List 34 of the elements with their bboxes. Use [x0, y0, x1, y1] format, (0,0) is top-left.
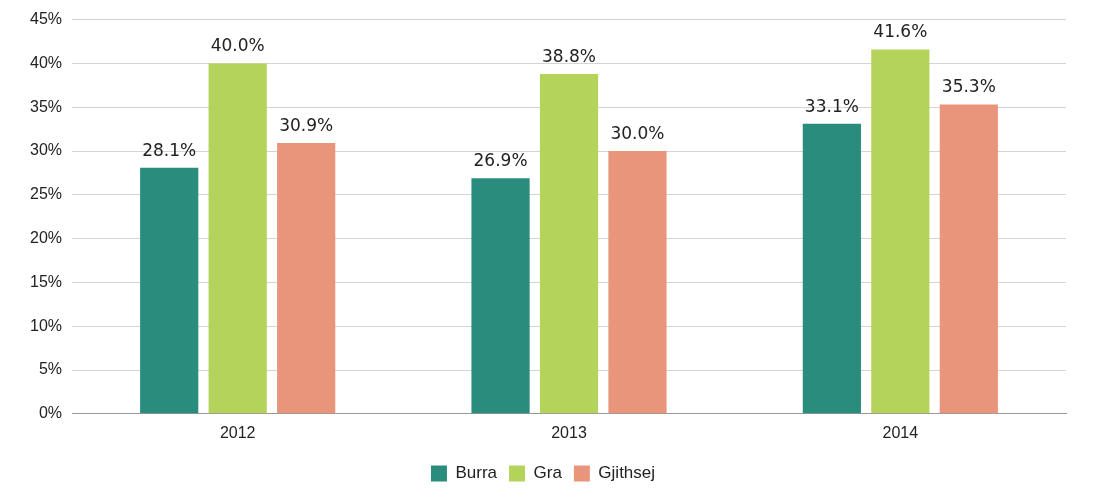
x-tick-label: 2013 — [551, 423, 587, 441]
y-tick-label: 20% — [29, 229, 63, 247]
legend-label: Gra — [533, 463, 563, 483]
bar — [277, 143, 336, 414]
y-tick-label: 45% — [29, 10, 63, 28]
bar — [208, 63, 267, 414]
y-tick-label: 25% — [29, 185, 63, 203]
data-label: 28.1% — [142, 139, 197, 160]
bar — [471, 178, 530, 414]
data-label: 30.0% — [610, 122, 665, 143]
data-label: 26.9% — [473, 150, 528, 171]
data-label: 40.0% — [210, 35, 265, 56]
y-tick-label: 40% — [29, 53, 63, 71]
x-tick-label: 2014 — [882, 423, 919, 441]
data-label: 38.8% — [542, 45, 597, 66]
legend-label: Burra — [455, 463, 498, 483]
bar — [939, 104, 998, 414]
bar — [608, 151, 667, 414]
y-tick-label: 5% — [38, 360, 63, 378]
y-tick-label: 15% — [29, 272, 63, 290]
data-label: 41.6% — [873, 21, 928, 42]
legend-label: Gjithsej — [598, 463, 656, 483]
bar — [539, 73, 599, 414]
x-tick-label: 2012 — [219, 423, 256, 441]
data-label: 35.3% — [941, 76, 996, 97]
y-tick-label: 35% — [29, 97, 63, 115]
bar — [871, 49, 930, 414]
y-tick-label: 0% — [38, 404, 63, 422]
data-label: 33.1% — [804, 95, 859, 116]
bar — [802, 123, 861, 414]
bar — [140, 167, 199, 414]
y-tick-label: 30% — [29, 141, 63, 159]
data-label: 30.9% — [279, 115, 334, 136]
y-tick-label: 10% — [29, 316, 63, 334]
